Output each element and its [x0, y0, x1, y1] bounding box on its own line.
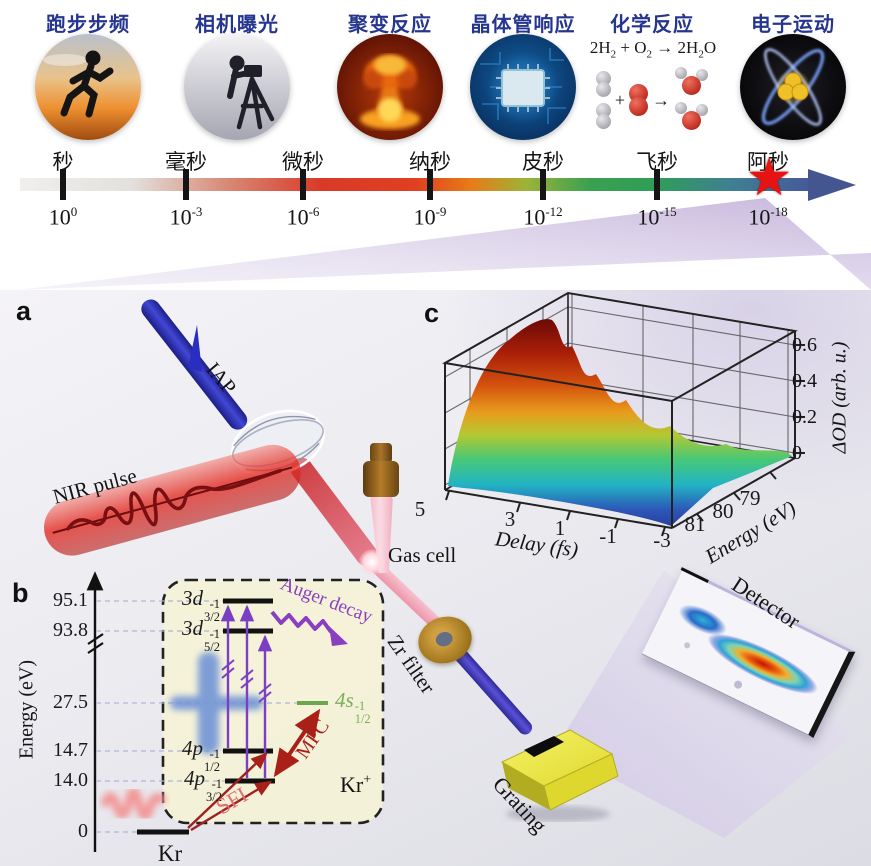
chip-icon [470, 34, 576, 140]
tick-14-7: 14.7 [53, 739, 88, 761]
chip-art [470, 34, 576, 140]
power-1e0: 100 [48, 204, 78, 230]
level-label-4s12: 4s -1 1/2 [335, 688, 371, 726]
energy-tick-81: 81 [684, 512, 706, 536]
atom-art [740, 34, 846, 140]
delay-tick-3: 3 [504, 507, 516, 531]
level-label-3d32: 3d -1 3/2 [182, 586, 220, 624]
unit-attosecond: 阿秒 [747, 150, 789, 174]
auger-arrow [270, 610, 333, 634]
gas-cell-label: Gas cell [388, 543, 457, 567]
photographer-icon [184, 34, 290, 140]
panel-label-b: b [12, 578, 29, 608]
runner-icon [35, 34, 141, 140]
tick-95-1: 95.1 [53, 589, 88, 611]
card-title-camera: 相机曝光 [195, 14, 279, 36]
tick-93-8: 93.8 [53, 619, 88, 641]
timescale-bar [20, 178, 812, 191]
nir-waveform [52, 466, 293, 534]
power-1e-3: 10-3 [169, 204, 203, 230]
delay-tick-m3: -3 [653, 528, 671, 552]
od-tick-0: 0 [792, 442, 802, 464]
delay-tick-5: 5 [414, 497, 426, 521]
kr-ion-box [161, 578, 385, 825]
reaction-arrow: → [652, 89, 671, 110]
hydrogen-molecules [595, 71, 611, 130]
tick-mark-ms [183, 169, 189, 200]
oxygen-molecule [629, 84, 649, 117]
od-axis-label: ΔOD (arb. u.) [828, 341, 851, 454]
experiment-panel: a b c IAP NIR pulse [0, 290, 871, 866]
tick-mark-us [300, 169, 306, 200]
power-1e-9: 10-9 [413, 204, 447, 230]
nir-beam [37, 438, 308, 563]
nir-pulse-sketch [99, 787, 168, 821]
kr-ion-label: Kr+ [340, 772, 372, 797]
power-1e-15: 10-15 [637, 204, 677, 230]
surface-plot [442, 291, 805, 537]
tick-mark-s [60, 169, 66, 200]
atom-icon [740, 34, 846, 140]
panel-label-c: c [424, 298, 440, 328]
kr-label: Kr [157, 841, 183, 866]
power-1e-12: 10-12 [523, 204, 563, 230]
card-title-electron: 电子运动 [751, 14, 835, 36]
explosion-icon [337, 34, 443, 140]
photographer-art [184, 34, 290, 140]
energy-axis-label: Energy (eV) [15, 659, 38, 760]
energy-diagram [86, 571, 385, 852]
molecules-icon: 2H2 + O2 → 2H2O + → [585, 38, 721, 133]
power-1e-6: 10-6 [286, 204, 320, 230]
level-label-3d52: 3d -1 5/2 [182, 616, 220, 654]
attosecond-spike-icon [188, 325, 202, 372]
panel-label-a: a [16, 296, 32, 326]
level-label-4p12: 4p -1 1/2 [182, 736, 220, 774]
od-tick-02: 0.2 [792, 406, 817, 428]
card-title-fusion: 聚变反应 [348, 14, 432, 36]
level-label-4p32: 4p -1 3/2 [184, 766, 222, 804]
mpc-arrow [273, 708, 321, 778]
attosecond-star-icon: ★ [745, 150, 793, 207]
speckle [683, 641, 692, 650]
water-molecules [674, 67, 710, 133]
tick-mark-fs [654, 169, 660, 200]
molecule-diagram: + → [585, 67, 721, 133]
runner-art [35, 34, 141, 140]
card-title-running: 跑步步频 [46, 14, 130, 36]
focus-spot [359, 549, 385, 575]
delay-tick-m1: -1 [599, 524, 617, 548]
spectrum-blob-main [701, 623, 825, 705]
tick-mark-ps [540, 169, 546, 200]
od-tick-04: 0.4 [792, 370, 817, 392]
surface-data [448, 319, 792, 526]
delay-tick-1: 1 [554, 516, 566, 540]
level-4s [297, 701, 328, 705]
speckle [732, 679, 744, 690]
tick-0: 0 [78, 820, 88, 842]
zoom-fan [18, 198, 871, 290]
energy-tick-80: 80 [712, 499, 734, 523]
tick-mark-ns [427, 169, 433, 200]
card-title-transistor: 晶体管响应 [470, 14, 576, 36]
tick-14-0: 14.0 [53, 769, 88, 791]
timescale-arrowhead-icon [808, 169, 856, 201]
unit-second: 秒 [52, 150, 74, 174]
energy-tick-79: 79 [739, 486, 761, 510]
power-1e-18: 10-18 [748, 204, 788, 230]
explosion-art [337, 34, 443, 140]
od-tick-06: 0.6 [792, 334, 817, 356]
dispersion-fan [556, 570, 852, 838]
plus-sign: + [614, 89, 626, 110]
grating-icon [500, 729, 619, 822]
tick-27-5: 27.5 [53, 691, 88, 713]
card-title-chemistry: 化学反应 [610, 14, 694, 36]
gas-cell-fitting [363, 443, 399, 497]
chemical-equation: 2H2 + O2 → 2H2O [589, 38, 717, 61]
sfi-arrows [187, 752, 273, 832]
